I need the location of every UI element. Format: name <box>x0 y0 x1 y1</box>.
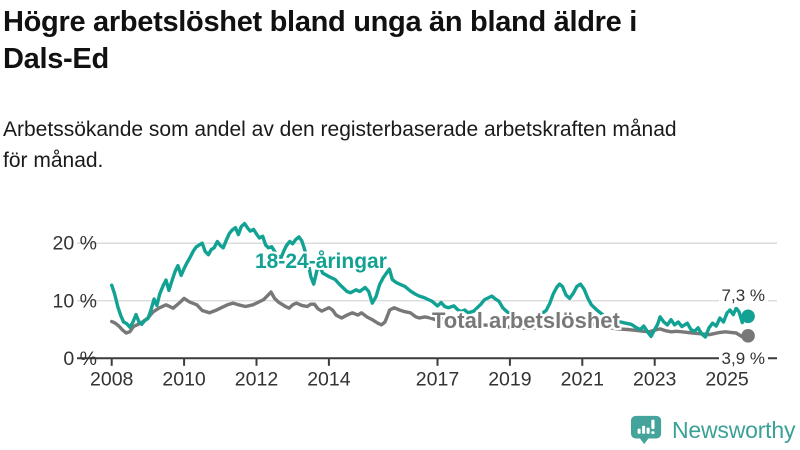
x-tick-label: 2025 <box>705 368 749 390</box>
end-value-total: 3,9 % <box>718 347 768 370</box>
x-tick-label: 2017 <box>416 368 459 390</box>
end-value-young: 7,3 % <box>718 285 768 308</box>
newsworthy-logo[interactable]: Newsworthy <box>631 415 795 445</box>
y-tick-label: 20 % <box>53 233 97 255</box>
subtitle-line-1: Arbetssökande som andel av den registerb… <box>3 118 677 141</box>
series-endpoint-dot <box>741 309 755 324</box>
x-tick-label: 2012 <box>235 368 278 390</box>
series-label-total: Total arbetslöshet <box>432 308 620 333</box>
series-label-young: 18-24-åringar <box>255 250 387 273</box>
x-tick-label: 2019 <box>488 368 531 390</box>
newsworthy-logo-text: Newsworthy <box>672 416 796 443</box>
x-tick-label: 2023 <box>633 368 676 390</box>
page-title: Högre arbetslöshet bland unga än bland ä… <box>3 4 783 78</box>
subtitle-line-2: för månad. <box>3 149 104 172</box>
chart-subtitle: Arbetssökande som andel av den registerb… <box>3 114 783 176</box>
x-tick-label: 2014 <box>307 368 351 390</box>
title-line-1: Högre arbetslöshet bland unga än bland ä… <box>3 6 637 38</box>
x-tick-label: 2021 <box>561 368 604 390</box>
x-tick-label: 2008 <box>90 368 133 390</box>
series-line <box>109 221 750 339</box>
series-endpoint-dot <box>741 329 755 343</box>
y-tick-label: 0 % <box>63 348 97 370</box>
bar-chart-pin-icon <box>631 415 662 445</box>
x-tick-label: 2010 <box>162 368 206 390</box>
series-line <box>109 290 750 339</box>
title-line-2: Dals-Ed <box>3 43 109 75</box>
y-tick-label: 10 % <box>53 290 97 312</box>
